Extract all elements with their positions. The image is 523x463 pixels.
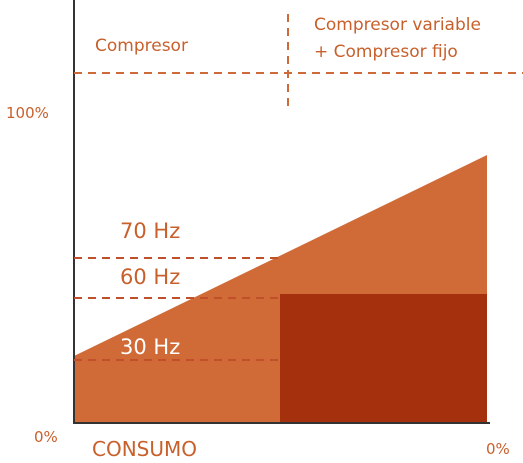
x-axis-right-label: 0% — [486, 440, 510, 458]
marker-label-30hz: 30 Hz — [120, 335, 180, 359]
header-right-label-line2: + Compresor fijo — [314, 42, 458, 62]
y-axis-top-label: 100% — [6, 104, 49, 122]
fixed-compressor-block — [280, 294, 487, 422]
header-left-label: Compresor — [95, 36, 188, 56]
header-right-label-line1: Compresor variable — [314, 15, 481, 35]
y-axis-bottom-label: 0% — [34, 428, 58, 446]
marker-label-70hz: 70 Hz — [120, 219, 180, 243]
x-axis-left-label: CONSUMO — [92, 437, 197, 461]
marker-label-60hz: 60 Hz — [120, 265, 180, 289]
